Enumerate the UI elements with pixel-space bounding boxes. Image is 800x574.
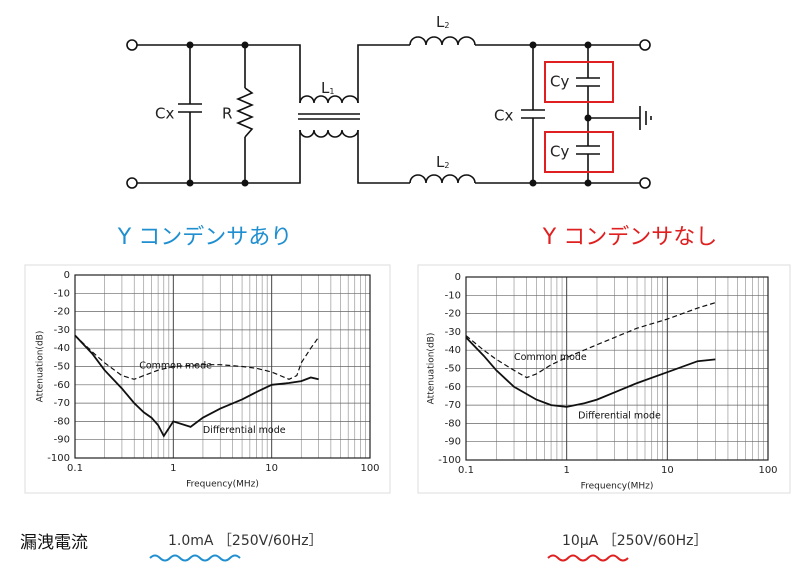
y-tick-label: -100 [47, 453, 70, 464]
component-label: Cx [494, 107, 513, 125]
series-label: Differential mode [578, 411, 661, 422]
plot-frame [465, 276, 769, 461]
plot-frame [74, 274, 371, 459]
x-axis-label: Frequency(MHz) [581, 482, 654, 492]
x-tick-label: 1 [170, 463, 176, 474]
series-label: Common mode [514, 352, 587, 363]
component-label: L1 [321, 79, 334, 97]
y-tick-label: -80 [445, 418, 461, 429]
component-label: Cy [550, 73, 569, 91]
component-label: L2 [436, 153, 449, 171]
chart-title: Y コンデンサあり [117, 225, 292, 250]
component-label: Cx [155, 105, 174, 123]
wavy-underline [547, 554, 629, 562]
y-axis-label: Attenuation(dB) [36, 331, 46, 403]
label-sub: 2 [444, 21, 449, 30]
y-tick-label: -70 [54, 398, 70, 409]
y-tick-label: -50 [445, 364, 461, 375]
x-tick-label: 10 [265, 463, 278, 474]
y-tick-label: 0 [455, 272, 461, 283]
series-label: Common mode [139, 361, 212, 372]
circuit: Cx R L1 L2 L2 Cx Cy Cy [126, 13, 652, 189]
y-tick-label: -10 [445, 290, 461, 301]
label-main: L [321, 79, 330, 97]
y-tick-label: -30 [445, 327, 461, 338]
x-tick-label: 0.1 [458, 465, 474, 476]
junction [529, 41, 537, 49]
resistor [235, 87, 255, 138]
junction [584, 41, 592, 49]
terminal [639, 177, 651, 189]
y-tick-label: -80 [54, 416, 70, 427]
junction [529, 179, 537, 187]
chart-frame [24, 264, 391, 494]
junction [584, 179, 592, 187]
capacitor [178, 77, 600, 155]
series-label: Differential mode [203, 425, 286, 436]
y-tick-label: -90 [445, 437, 461, 448]
component-label: Cy [550, 143, 569, 161]
component-label: L2 [436, 13, 449, 31]
wavy-underline [149, 554, 241, 562]
y-axis-label: Attenuation(dB) [427, 333, 437, 405]
x-tick-label: 1 [563, 465, 569, 476]
chart-title: Y コンデンサなし [542, 225, 717, 250]
inductor [409, 36, 476, 184]
junction [241, 179, 249, 187]
label-sub: 1 [329, 87, 334, 96]
chart-frame [417, 264, 791, 494]
highlight-box [544, 61, 614, 103]
leakage-label: 漏洩電流 [20, 533, 88, 553]
y-tick-label: -30 [54, 325, 70, 336]
y-tick-label: 0 [64, 270, 70, 281]
y-tick-label: -100 [438, 455, 461, 466]
y-tick-label: -60 [54, 380, 70, 391]
y-tick-label: -40 [54, 343, 70, 354]
x-tick-label: 100 [758, 465, 777, 476]
x-tick-label: 100 [360, 463, 379, 474]
component-label: R [222, 105, 232, 123]
junction [186, 41, 194, 49]
y-tick-label: -70 [445, 400, 461, 411]
junction [186, 179, 194, 187]
junction [584, 114, 592, 122]
label-sub: 2 [444, 161, 449, 170]
label-main: L [436, 13, 445, 31]
series-line [465, 336, 716, 408]
series-line [74, 334, 319, 438]
junctions [186, 41, 592, 187]
x-tick-label: 10 [661, 465, 674, 476]
y-tick-label: -60 [445, 382, 461, 393]
y-tick-label: -50 [54, 362, 70, 373]
leakage-value: 10μA ［250V/60Hz］ [562, 533, 707, 549]
y-tick-label: -10 [54, 288, 70, 299]
y-tick-label: -20 [54, 307, 70, 318]
label-main: L [436, 153, 445, 171]
series-line [465, 302, 716, 379]
junction [241, 41, 249, 49]
terminal [126, 39, 138, 51]
wires [137, 44, 652, 184]
x-axis-label: Frequency(MHz) [186, 480, 259, 490]
transformer [298, 95, 360, 138]
terminal [639, 39, 651, 51]
highlight-box [544, 131, 614, 173]
y-tick-label: -90 [54, 435, 70, 446]
y-tick-label: -40 [445, 345, 461, 356]
y-tick-label: -20 [445, 309, 461, 320]
x-tick-label: 0.1 [67, 463, 83, 474]
terminal [126, 177, 138, 189]
leakage-value: 1.0mA ［250V/60Hz］ [168, 533, 323, 549]
series-line [74, 334, 320, 380]
